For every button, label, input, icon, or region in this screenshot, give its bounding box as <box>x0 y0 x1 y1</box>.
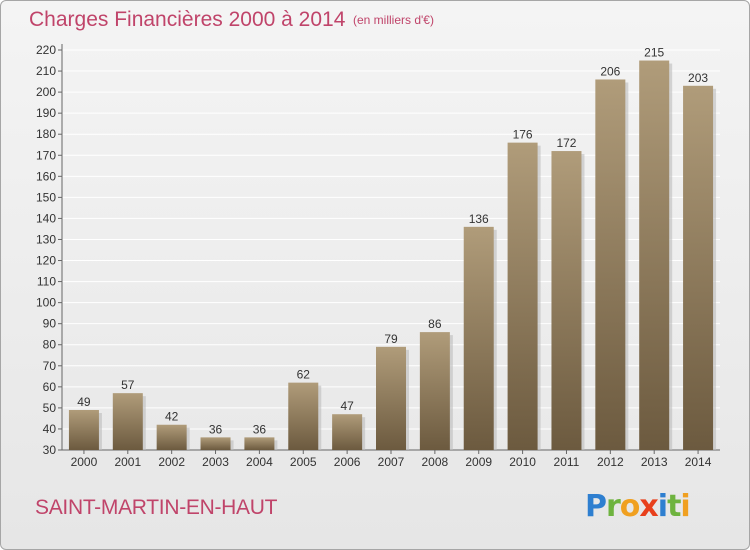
bar-2006 <box>332 414 363 450</box>
y-tick-label: 130 <box>36 232 56 246</box>
y-tick-label: 220 <box>36 43 56 57</box>
x-tick-label: 2000 <box>71 455 98 469</box>
y-tick-label: 40 <box>43 422 57 436</box>
bar-2005 <box>288 382 319 450</box>
y-tick-label: 70 <box>43 359 57 373</box>
x-tick-label: 2002 <box>158 455 185 469</box>
bar-2001 <box>112 393 143 450</box>
bar-value-label: 47 <box>340 399 354 413</box>
bar-2011 <box>551 151 582 451</box>
bar-value-label: 136 <box>469 212 489 226</box>
x-tick-label: 2012 <box>597 455 624 469</box>
chart-subtitle: (en milliers d'€) <box>353 13 434 27</box>
bar-2000 <box>68 410 99 450</box>
x-tick-label: 2008 <box>422 455 449 469</box>
bar-2007 <box>376 346 406 450</box>
bar-2004 <box>244 437 275 450</box>
y-tick-label: 60 <box>43 380 57 394</box>
x-tick-label: 2013 <box>641 455 668 469</box>
y-tick-label: 180 <box>36 127 56 141</box>
bar-value-label: 36 <box>209 422 223 436</box>
bar-value-label: 57 <box>121 378 135 392</box>
bar-value-label: 42 <box>165 410 179 424</box>
x-tick-label: 2005 <box>290 455 317 469</box>
x-tick-label: 2014 <box>685 455 712 469</box>
y-tick-label: 90 <box>43 317 57 331</box>
y-tick-label: 210 <box>36 64 56 78</box>
x-tick-label: 2007 <box>378 455 405 469</box>
bar-value-label: 203 <box>688 71 708 85</box>
city-name: SAINT-MARTIN-EN-HAUT <box>35 496 278 519</box>
y-tick-label: 150 <box>36 190 56 204</box>
y-tick-label: 80 <box>43 338 57 352</box>
bar-2002 <box>156 424 187 450</box>
x-tick-label: 2010 <box>509 455 536 469</box>
bar-2014 <box>683 85 714 450</box>
bar-value-label: 36 <box>253 422 267 436</box>
y-tick-label: 100 <box>36 296 56 310</box>
y-tick-label: 170 <box>36 148 56 162</box>
bar-2012 <box>595 79 626 450</box>
proxiti-logo: Proxiti <box>585 489 691 524</box>
x-tick-label: 2004 <box>246 455 273 469</box>
y-tick-label: 30 <box>43 443 57 457</box>
bar-value-label: 206 <box>600 64 620 78</box>
x-tick-label: 2009 <box>465 455 492 469</box>
y-tick-label: 110 <box>37 275 56 289</box>
y-tick-label: 160 <box>36 169 56 183</box>
bar-2008 <box>419 332 450 450</box>
x-tick-label: 2003 <box>202 455 229 469</box>
bar-value-label: 172 <box>556 136 576 150</box>
bar-value-label: 79 <box>384 332 398 346</box>
bar-2003 <box>200 437 231 450</box>
x-tick-label: 2001 <box>114 455 141 469</box>
y-tick-label: 190 <box>36 106 56 120</box>
bar-value-label: 215 <box>644 46 664 60</box>
labels: 49 2000 57 2001 42 2002 36 2003 36 2004 62 2005 47 20… <box>71 46 712 469</box>
x-tick-label: 2011 <box>554 455 580 469</box>
bar-value-label: 176 <box>513 128 533 142</box>
y-tick-label: 140 <box>36 211 56 225</box>
bar-2009 <box>463 226 494 450</box>
bar-value-label: 86 <box>428 317 442 331</box>
bar-2013 <box>639 60 670 451</box>
y-tick-label: 200 <box>36 85 56 99</box>
bar-value-label: 62 <box>297 368 311 382</box>
bars <box>68 60 717 451</box>
chart-title: Charges Financières 2000 à 2014 <box>29 8 346 31</box>
bar-2010 <box>507 142 538 450</box>
bar-value-label: 49 <box>77 395 91 409</box>
x-tick-label: 2006 <box>334 455 361 469</box>
y-tick-label: 50 <box>43 401 57 415</box>
y-tick-label: 120 <box>36 254 56 268</box>
